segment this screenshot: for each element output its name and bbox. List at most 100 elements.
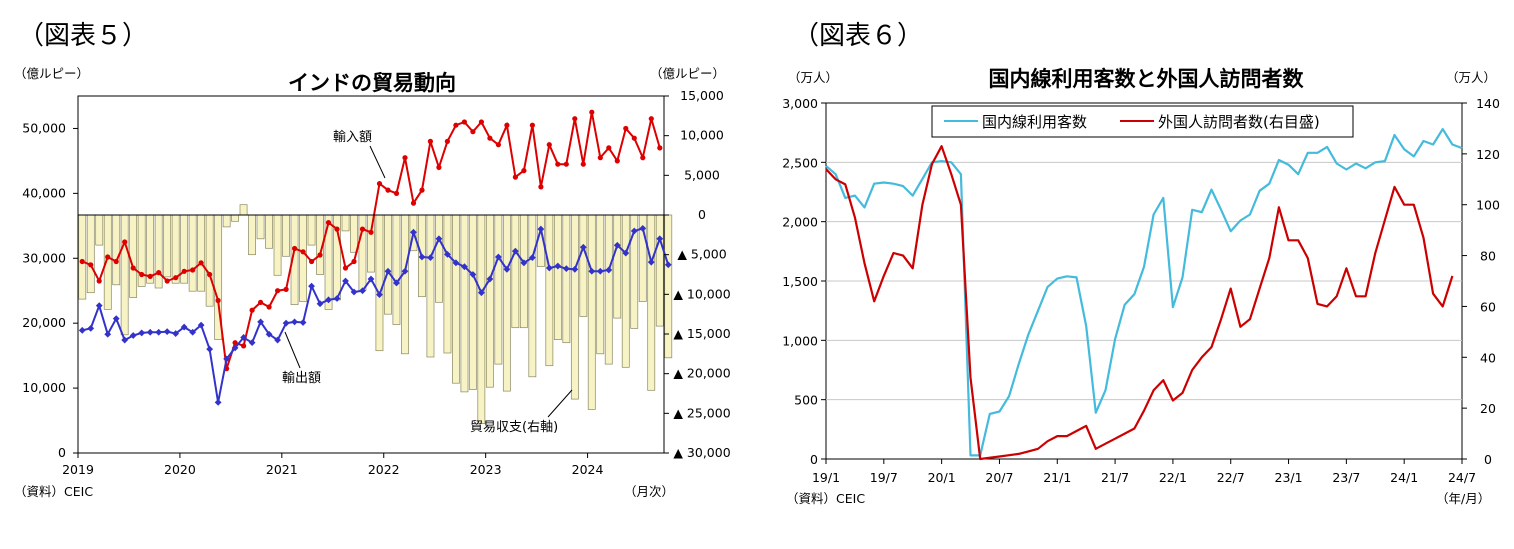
- y-right-tick-label: 40: [1480, 350, 1496, 365]
- figure-5-unit-right: （億ルピー）: [650, 66, 725, 81]
- balance-bar: [78, 214, 87, 300]
- balance-bar: [647, 214, 656, 391]
- imports-point: [529, 122, 536, 128]
- imports-point: [266, 304, 272, 310]
- exports-point: [146, 328, 154, 336]
- imports-point: [164, 278, 170, 284]
- exports-annotation-leader: [284, 331, 301, 369]
- balance-bar: [587, 214, 596, 410]
- imports-point: [419, 187, 425, 193]
- exports-point: [656, 235, 664, 243]
- trade-balance-bars: [78, 204, 673, 424]
- balance-bar: [435, 214, 443, 303]
- exports-point: [359, 287, 366, 295]
- exports-point: [231, 344, 239, 352]
- imports-point: [648, 116, 654, 122]
- imports-annotation: 輸入額: [333, 130, 372, 145]
- exports-point: [418, 253, 426, 261]
- balance-bar: [502, 214, 511, 392]
- y-left-tick-label: 1,500: [782, 274, 818, 289]
- exports-point: [401, 267, 409, 275]
- exports-point: [163, 328, 171, 336]
- exports-point: [461, 263, 468, 271]
- x-tick-label: 24/7: [1448, 470, 1476, 485]
- y-right-tick-label: ▲ 15,000: [673, 326, 730, 341]
- imports-point: [156, 270, 162, 276]
- y-left-tick-label: 1,000: [782, 333, 818, 348]
- exports-point: [393, 279, 400, 287]
- y-right-tick-label: 140: [1476, 96, 1500, 111]
- y-left-tick-label: 0: [810, 452, 818, 467]
- figure-5: （図表５） インドの貿易動向 （億ルピー） （億ルピー） （資料）CEIC （月…: [14, 21, 731, 499]
- imports-point: [359, 226, 366, 232]
- imports-point: [130, 265, 136, 271]
- imports-point: [258, 299, 264, 305]
- exports-point: [121, 336, 129, 344]
- y-left-tick-label: 2,500: [782, 155, 818, 170]
- imports-point: [538, 184, 544, 190]
- y-left-tick-label: 500: [794, 393, 818, 408]
- balance-bar: [239, 204, 248, 216]
- balance-bar: [358, 214, 367, 291]
- exports-point: [316, 300, 324, 308]
- exports-point: [87, 324, 95, 332]
- balance-bar: [485, 214, 494, 388]
- y-left-tick-label: 10,000: [22, 380, 66, 395]
- y-right-tick-label: 120: [1476, 147, 1500, 162]
- figure-6-legend: 国内線利用客数 外国人訪問者数(右目盛): [931, 105, 1354, 138]
- exports-point: [511, 247, 519, 255]
- balance-bar: [120, 214, 129, 336]
- tourism-lines: [825, 128, 1463, 461]
- legend-label-domestic: 国内線利用客数: [982, 113, 1087, 131]
- figure-6-x-unit: （年/月）: [1436, 491, 1490, 506]
- balance-bar: [426, 214, 435, 358]
- balance-bar: [579, 214, 588, 317]
- balance-bar: [222, 214, 231, 228]
- balance-annotation: 貿易収支(右軸): [470, 420, 558, 435]
- imports-point: [614, 158, 620, 164]
- imports-point: [453, 122, 459, 128]
- balance-bar: [146, 214, 155, 284]
- imports-point: [351, 258, 357, 265]
- balance-bar: [452, 214, 460, 384]
- imports-point: [173, 275, 179, 281]
- exports-point: [503, 265, 511, 273]
- x-tick-label: 24/1: [1390, 470, 1418, 485]
- imports-point: [105, 254, 111, 260]
- exports-point: [545, 264, 553, 272]
- figure-6-gridlines: [826, 161, 1462, 401]
- imports-point: [181, 268, 187, 274]
- x-tick-label: 2023: [470, 462, 502, 477]
- exports-point: [410, 228, 417, 236]
- exports-point: [384, 267, 392, 275]
- imports-point: [385, 187, 391, 193]
- balance-bar: [401, 214, 409, 355]
- trade-lines: [78, 109, 672, 406]
- balance-bar: [265, 214, 273, 249]
- exports-point: [308, 282, 315, 290]
- exports-point: [223, 355, 231, 363]
- balance-bar: [392, 214, 401, 325]
- balance-bar: [604, 214, 613, 365]
- imports-point: [631, 135, 637, 141]
- y-right-tick-label: 0: [1484, 452, 1492, 467]
- exports-point: [138, 329, 146, 337]
- exports-point: [214, 398, 222, 406]
- imports-point: [113, 258, 119, 265]
- imports-point: [368, 229, 374, 235]
- y-left-tick-label: 3,000: [782, 96, 818, 111]
- balance-bar: [613, 214, 622, 319]
- balance-bar: [494, 214, 503, 365]
- balance-bar: [197, 214, 206, 292]
- balance-annotation-leader: [547, 389, 573, 418]
- figure-5-label: （図表５）: [18, 21, 148, 51]
- imports-point: [623, 125, 629, 132]
- imports-point: [198, 260, 204, 266]
- y-right-tick-label: 15,000: [680, 88, 724, 103]
- exports-annotation: 輸出額: [282, 371, 321, 386]
- y-right-tick-label: 0: [698, 207, 706, 222]
- balance-bar: [171, 214, 180, 284]
- exports-point: [630, 227, 638, 235]
- balance-bar: [664, 214, 673, 359]
- imports-point: [436, 164, 442, 170]
